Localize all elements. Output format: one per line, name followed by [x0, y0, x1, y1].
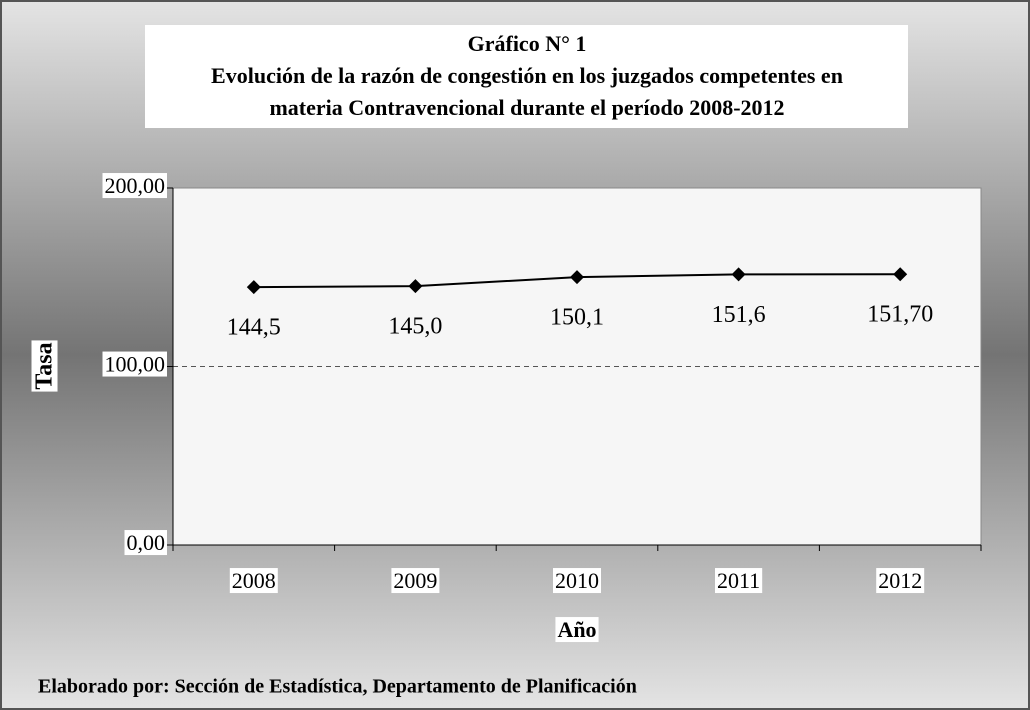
data-label: 145,0 — [388, 314, 442, 340]
label-background — [876, 568, 925, 594]
label-background — [229, 568, 278, 594]
label-background — [553, 568, 601, 594]
title-box — [145, 25, 908, 128]
x-tick-label: 2010 — [555, 568, 599, 593]
data-label: 144,5 — [227, 315, 281, 341]
data-label: 151,6 — [712, 302, 766, 328]
label-background — [102, 351, 167, 377]
x-tick-label: 2008 — [232, 568, 276, 593]
chart-title: Evolución de la razón de congestión en l… — [211, 63, 843, 88]
x-tick-label: 2009 — [393, 568, 437, 593]
x-tick-label: 2012 — [878, 568, 922, 593]
label-background — [715, 568, 763, 594]
marker — [408, 279, 423, 294]
y-tick-label: 200,00 — [105, 173, 166, 198]
chart-title: materia Contravencional durante el perío… — [269, 95, 784, 120]
label-background — [391, 568, 440, 594]
y-tick-label: 100,00 — [105, 352, 166, 377]
footer: Elaborado por: Sección de Estadística, D… — [38, 676, 637, 698]
x-tick-label: 2011 — [717, 568, 760, 593]
chart-title: Gráfico N° 1 — [468, 31, 587, 56]
marker — [570, 270, 584, 285]
data-label: 150,1 — [550, 305, 604, 331]
y-axis-title: Tasa — [32, 342, 58, 389]
marker — [893, 267, 908, 282]
plot-area — [172, 187, 982, 546]
marker — [246, 280, 261, 295]
label-background — [31, 340, 58, 392]
x-axis-title: Año — [557, 617, 596, 642]
label-background — [555, 617, 599, 643]
marker — [731, 267, 746, 282]
data-label: 151,70 — [867, 302, 933, 328]
y-tick-label: 0,00 — [127, 530, 166, 555]
label-background — [124, 530, 167, 556]
label-background — [102, 173, 167, 199]
